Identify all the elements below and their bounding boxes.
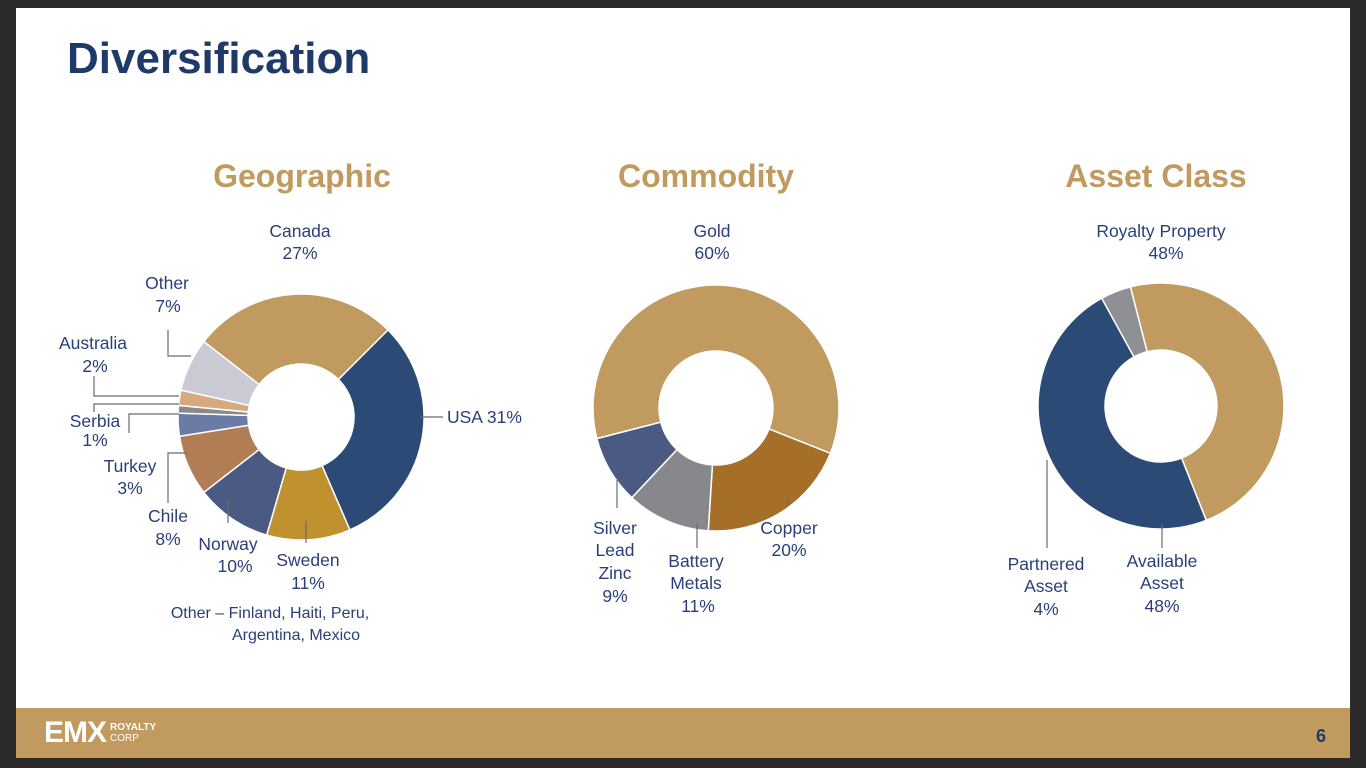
- leader-australia: [93, 376, 179, 397]
- label-battery-1: Battery: [668, 551, 724, 571]
- emx-logo: EMX ROYALTY CORP: [44, 718, 156, 748]
- label-norway: Norway: [198, 534, 258, 554]
- chart-title-commodity: Commodity: [618, 158, 794, 194]
- donut-geographic: [177, 293, 425, 541]
- label-copper: Copper: [760, 518, 818, 538]
- label-usa: USA 31%: [447, 407, 522, 427]
- donut-commodity: [592, 284, 840, 532]
- value-silver: 9%: [602, 586, 627, 606]
- value-norway: 10%: [217, 556, 252, 576]
- leader-turkey: [128, 413, 179, 433]
- value-copper: 20%: [771, 540, 806, 560]
- slice-gold: [592, 284, 840, 455]
- chart-title-asset-class: Asset Class: [1065, 158, 1247, 194]
- value-australia: 2%: [82, 356, 107, 376]
- label-silver-3: Zinc: [598, 563, 631, 583]
- value-battery: 11%: [681, 596, 715, 616]
- value-chile: 8%: [155, 529, 180, 549]
- label-silver-1: Silver: [593, 518, 637, 538]
- page-number: 6: [1315, 726, 1326, 746]
- leader-other: [167, 330, 191, 357]
- value-other: 7%: [155, 296, 180, 316]
- chart-title-geographic: Geographic: [213, 158, 391, 194]
- slice-royalty-property: [1129, 282, 1285, 522]
- charts-canvas: Canada 27% USA 31% Sweden 11% Norway 10%…: [59, 221, 1285, 644]
- leader-serbia: [93, 403, 179, 412]
- label-turkey: Turkey: [104, 456, 157, 476]
- slice-canada: [202, 293, 390, 386]
- slice-silver-lead-zinc: [595, 421, 679, 499]
- label-canada: Canada: [269, 221, 331, 241]
- value-royalty-property: 48%: [1148, 243, 1183, 263]
- logo-line-1: ROYALTY: [110, 722, 157, 733]
- label-australia: Australia: [59, 333, 127, 353]
- slice-other: [180, 340, 261, 407]
- slice-usa: [321, 328, 425, 531]
- slide: Diversification Geographic Commodity Ass…: [16, 8, 1350, 758]
- logo-line-2: CORP: [110, 733, 139, 744]
- donut-asset-class: [1037, 282, 1285, 530]
- label-serbia: Serbia: [70, 411, 121, 431]
- label-royalty-property: Royalty Property: [1096, 221, 1226, 241]
- label-sweden: Sweden: [276, 550, 339, 570]
- label-other: Other: [145, 273, 189, 293]
- label-battery-2: Metals: [670, 573, 722, 593]
- footnote-line-1: Other – Finland, Haiti, Peru,: [171, 605, 369, 622]
- value-canada: 27%: [282, 243, 317, 263]
- slide-title: Diversification: [67, 34, 371, 83]
- value-partnered: 4%: [1033, 599, 1058, 619]
- value-turkey: 3%: [117, 478, 142, 498]
- label-chile: Chile: [148, 506, 188, 526]
- label-available-1: Available: [1127, 551, 1198, 571]
- leader-lines: [93, 330, 1163, 548]
- label-available-2: Asset: [1140, 573, 1184, 593]
- value-sweden: 11%: [291, 573, 325, 593]
- slice-available-asset: [1037, 297, 1208, 530]
- footer-bar: EMX ROYALTY CORP 6: [16, 708, 1350, 758]
- footnote-line-2: Argentina, Mexico: [232, 627, 360, 644]
- label-partnered-1: Partnered: [1008, 554, 1085, 574]
- logo-subtitle: ROYALTY CORP: [110, 722, 156, 744]
- slice-partnered-asset: [1100, 285, 1148, 358]
- value-gold: 60%: [694, 243, 729, 263]
- slice-copper: [707, 428, 832, 532]
- leader-chile: [167, 452, 186, 503]
- label-gold: Gold: [694, 221, 731, 241]
- label-silver-2: Lead: [596, 540, 635, 560]
- value-available: 48%: [1144, 596, 1179, 616]
- value-serbia: 1%: [82, 430, 107, 450]
- label-partnered-2: Asset: [1024, 576, 1068, 596]
- logo-mark: EMX: [44, 716, 107, 749]
